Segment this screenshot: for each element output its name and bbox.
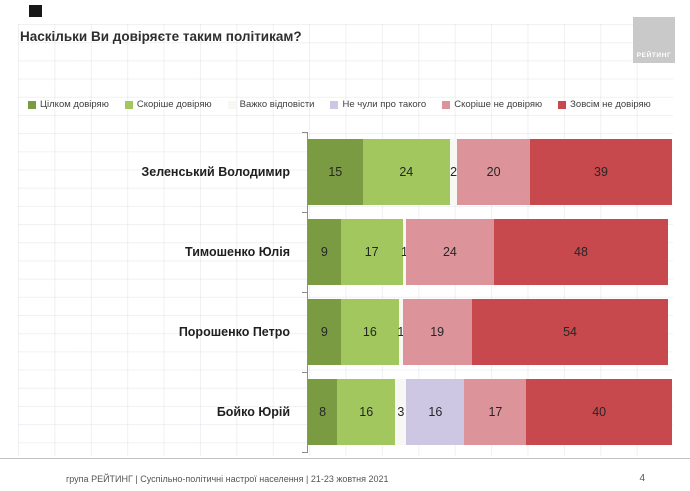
stacked-bar: 9 17 1 24 48 [308,219,672,285]
bar-segment: 9 [308,219,341,285]
segment-value: 17 [364,245,379,259]
bar-segment: 54 [471,299,669,365]
legend-item-label: Зовсім не довіряю [570,99,651,110]
bar-row: Зеленський Володимир 15 24 2 20 39 [0,139,690,205]
segment-value: 3 [397,405,405,419]
legend-swatch [227,100,236,109]
segment-value: 24 [442,245,457,259]
bar-segment: 9 [308,299,341,365]
bar-segment: 2 [449,139,458,205]
bar-row: Тимошенко Юлія 9 17 1 24 48 [0,219,690,285]
bar-row: Порошенко Петро 9 16 1 19 54 [0,299,690,365]
category-label: Бойко Юрій [216,405,290,419]
segment-value: 16 [362,325,377,339]
bar-segment: 3 [395,379,407,445]
segment-value: 20 [486,165,501,179]
axis-tick [302,372,307,373]
legend-item-label: Скоріше не довіряю [454,99,543,110]
axis-tick [302,212,307,213]
segment-value: 1 [397,325,405,339]
legend-item: Цілком довіряю [28,99,109,110]
category-axis-line [307,132,308,453]
segment-value: 24 [399,165,414,179]
legend-item: Зовсім не довіряю [558,99,651,110]
page-number: 4 [639,473,645,484]
legend-swatch [442,100,451,109]
segment-value: 2 [450,165,458,179]
segment-value: 17 [488,405,503,419]
bar-segment: 8 [308,379,338,445]
segment-value: 40 [592,405,607,419]
footer-divider [0,458,690,459]
bar-segment: 17 [464,379,527,445]
bar-segment: 20 [457,139,531,205]
segment-value: 8 [319,405,327,419]
segment-value: 16 [359,405,374,419]
axis-tick [302,452,307,453]
bar-row: Бойко Юрій 8 16 3 16 17 40 [0,379,690,445]
legend-swatch [28,100,36,109]
rating-group-logo: РЕЙТИНГ [633,17,675,63]
axis-tick [302,132,307,133]
legend-swatch [124,100,133,109]
bar-segment: 1 [400,219,408,285]
bar-segment: 24 [362,139,450,205]
legend-item: Не чули про такого [330,99,426,110]
segment-value: 19 [430,325,445,339]
category-label: Порошенко Петро [178,325,290,339]
legend-item-label: Не чули про такого [342,99,427,110]
legend-item: Важко відповісти [227,99,315,110]
segment-value: 16 [428,405,443,419]
category-label: Зеленський Володимир [141,165,290,179]
slide-bullet-marker [29,5,42,17]
segment-value: 15 [328,165,343,179]
segment-value: 39 [594,165,608,179]
bar-segment: 15 [308,139,363,205]
stacked-bar: 15 24 2 20 39 [308,139,672,205]
legend-swatch [330,100,339,109]
rating-group-logo-text: РЕЙТИНГ [636,52,672,59]
stacked-bar: 8 16 3 16 17 40 [308,379,672,445]
segment-value: 54 [563,325,577,339]
legend-item-label: Цілком довіряю [40,99,109,110]
bar-segment: 24 [406,219,494,285]
legend-item-label: Скоріше довіряю [136,99,212,110]
bar-segment: 16 [337,379,396,445]
bar-segment: 16 [340,299,399,365]
segment-value: 1 [400,245,408,259]
axis-tick [302,292,307,293]
bar-segment: 48 [493,219,669,285]
legend-item: Скоріше не довіряю [442,99,542,110]
bar-segment: 39 [530,139,672,205]
segment-value: 9 [320,245,328,259]
segment-value: 9 [320,325,328,339]
category-label: Тимошенко Юлія [185,245,290,259]
legend-item-label: Важко відповісти [239,99,315,110]
bar-segment: 1 [397,299,405,365]
stacked-bar: 9 16 1 19 54 [308,299,672,365]
segment-value: 48 [574,245,588,259]
bar-segment: 40 [526,379,672,445]
legend-item: Скоріше довіряю [124,99,212,110]
bar-segment: 17 [340,219,403,285]
legend: Цілком довіряю Скоріше довіряю Важко відпо… [28,99,673,110]
chart-title: Наскільки Ви довіряєте таким політикам? [20,29,302,44]
bar-segment: 19 [402,299,472,365]
footer-source-text: група РЕЙТИНГ | Суспільно-політичні наст… [66,474,389,484]
legend-swatch [558,100,567,109]
bar-segment: 16 [406,379,465,445]
